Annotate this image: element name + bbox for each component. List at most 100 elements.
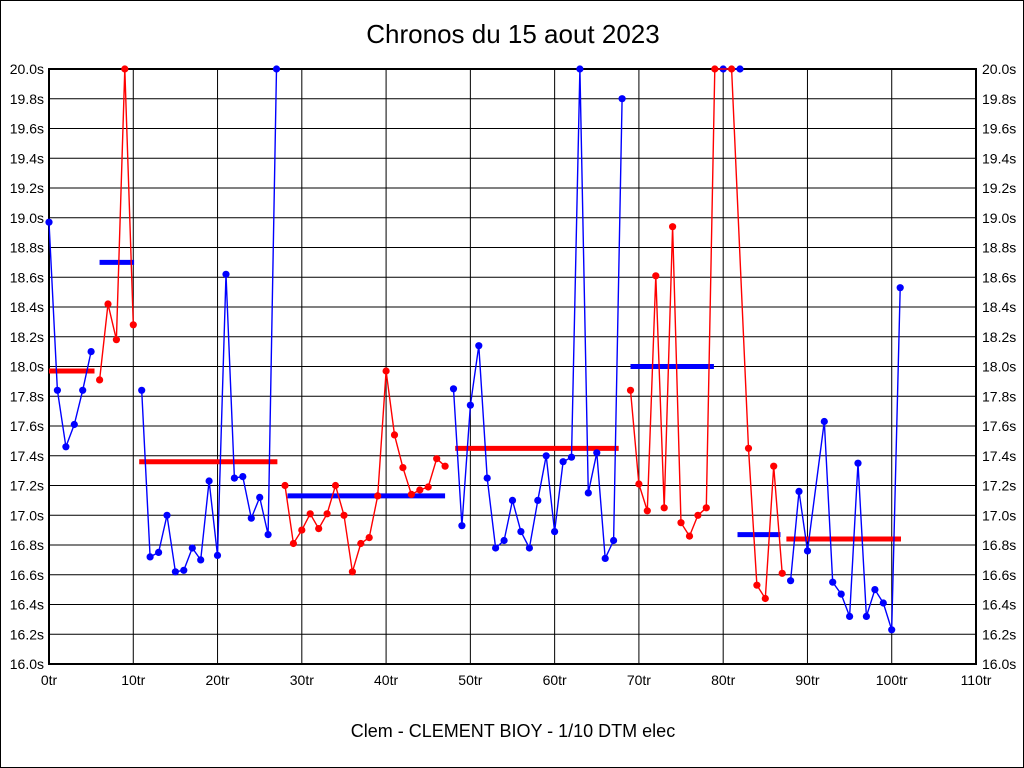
driver-blue-lap-point [53, 386, 62, 394]
x-axis-tick-label: 110tr [961, 672, 992, 688]
y-axis-tick-label-right: 16.4s [982, 597, 1016, 613]
y-axis-tick-label-right: 18.6s [982, 269, 1016, 285]
y-axis-tick-label-right: 18.0s [982, 359, 1016, 375]
driver-red-lap-point [778, 569, 786, 577]
driver-red-line [98, 68, 134, 380]
driver-blue-lap-point [736, 65, 744, 73]
driver-red-lap-point [306, 510, 314, 518]
driver-blue-lap-point [551, 528, 559, 536]
driver-blue-lap-point [155, 548, 163, 557]
driver-red-lap-point [331, 481, 340, 490]
driver-blue-lap-point [213, 551, 222, 560]
y-axis-tick-label-right: 19.2s [982, 180, 1016, 196]
driver-red-lap-point [121, 65, 129, 73]
x-axis-tick-label: 60tr [543, 672, 567, 688]
y-axis-tick-label-left: 17.8s [10, 388, 44, 404]
driver-blue-lap-point [146, 553, 154, 561]
x-axis-tick-label: 80tr [711, 672, 735, 688]
y-axis-tick-label-right: 16.6s [982, 567, 1016, 583]
driver-red-lap-point [390, 431, 399, 439]
driver-red-lap-point [770, 462, 778, 470]
driver-red-lap-point [357, 539, 365, 548]
driver-red-lap-point [340, 511, 348, 519]
y-axis-tick-label-right: 18.8s [982, 240, 1016, 256]
y-axis-tick-label-left: 17.0s [10, 507, 44, 523]
y-axis-tick-label-right: 19.8s [982, 91, 1016, 107]
driver-blue-lap-point [508, 496, 517, 504]
driver-blue-lap-point [138, 386, 146, 394]
y-axis-tick-label-left: 19.4s [10, 150, 44, 166]
y-axis-tick-label-right: 19.4s [982, 150, 1016, 166]
driver-blue-lap-point [525, 544, 534, 552]
driver-blue-lap-point [593, 449, 601, 457]
driver-red-line [284, 370, 446, 573]
driver-red-lap-point [694, 511, 702, 519]
x-axis-tick-label: 40tr [374, 672, 398, 688]
driver-red-lap-point [289, 539, 297, 548]
driver-red-lap-point [660, 504, 668, 512]
y-axis-tick-label-left: 17.4s [10, 448, 44, 464]
y-axis-tick-label-right: 17.4s [982, 448, 1016, 464]
y-axis-tick-label-right: 17.0s [982, 507, 1016, 523]
y-axis-tick-label-right: 19.6s [982, 121, 1016, 137]
y-axis-tick-label-right: 19.0s [982, 210, 1016, 226]
driver-blue-lap-point [829, 578, 837, 586]
driver-blue-lap-point [795, 487, 803, 495]
driver-blue-lap-point [610, 536, 618, 545]
driver-red-lap-point [744, 444, 753, 452]
y-axis-tick-label-left: 16.4s [10, 597, 44, 613]
y-axis-tick-label-right: 17.2s [982, 478, 1016, 494]
driver-red-lap-point [711, 65, 719, 73]
driver-blue-lap-point [601, 554, 609, 563]
driver-blue-lap-point [542, 452, 550, 460]
plot-border [48, 68, 977, 665]
driver-blue-lap-point [584, 489, 592, 497]
driver-red-lap-point [104, 300, 112, 308]
driver-red-lap-point [365, 534, 373, 542]
driver-blue-lap-point [618, 95, 626, 103]
driver-blue-lap-point [272, 65, 281, 73]
driver-red-lap-point [685, 532, 694, 540]
driver-red-lap-point [323, 510, 331, 518]
driver-red-lap-point [112, 336, 120, 344]
driver-red-lap-point [348, 568, 356, 576]
driver-red-lap-point [643, 507, 651, 515]
driver-blue-lap-point [787, 577, 795, 585]
driver-blue-lap-point [871, 586, 879, 594]
driver-blue-lap-point [879, 599, 887, 607]
driver-red-lap-point [433, 455, 441, 463]
y-axis-tick-label-left: 19.6s [10, 121, 44, 137]
driver-blue-lap-point [188, 544, 196, 552]
y-axis-tick-label-left: 18.6s [10, 269, 44, 285]
driver-blue-lap-point [492, 544, 500, 552]
driver-blue-lap-point [62, 443, 70, 451]
driver-red-lap-point [728, 65, 736, 73]
x-axis-tick-label: 30tr [290, 672, 314, 688]
driver-blue-lap-point [45, 218, 53, 226]
driver-blue-lap-point [475, 342, 483, 350]
driver-red-lap-point [374, 492, 382, 500]
driver-red-lap-point [677, 519, 685, 527]
driver-blue-lap-point [449, 385, 458, 393]
driver-blue-lap-point [239, 473, 247, 481]
x-axis-tick-label: 90tr [795, 672, 819, 688]
driver-blue-lap-point [264, 531, 272, 539]
driver-blue-lap-point [500, 536, 508, 545]
y-axis-tick-label-right: 16.8s [982, 537, 1016, 553]
x-axis-tick-label: 70tr [627, 672, 651, 688]
driver-red-lap-point [96, 376, 104, 384]
driver-red-lap-point [753, 581, 761, 589]
y-axis-tick-label-left: 18.2s [10, 329, 44, 345]
x-axis-tick-label: 0tr [41, 672, 58, 688]
x-axis-tick-label: 50tr [458, 672, 482, 688]
driver-red-lap-point [635, 480, 643, 488]
driver-blue-lap-point [820, 417, 828, 426]
driver-blue-lap-point [896, 284, 904, 292]
y-axis-tick-label-left: 20.0s [10, 61, 44, 77]
driver-red-line [629, 68, 783, 600]
driver-red-lap-point [761, 594, 769, 603]
y-axis-tick-label-right: 18.2s [982, 329, 1016, 345]
driver-blue-lap-point [534, 496, 542, 504]
